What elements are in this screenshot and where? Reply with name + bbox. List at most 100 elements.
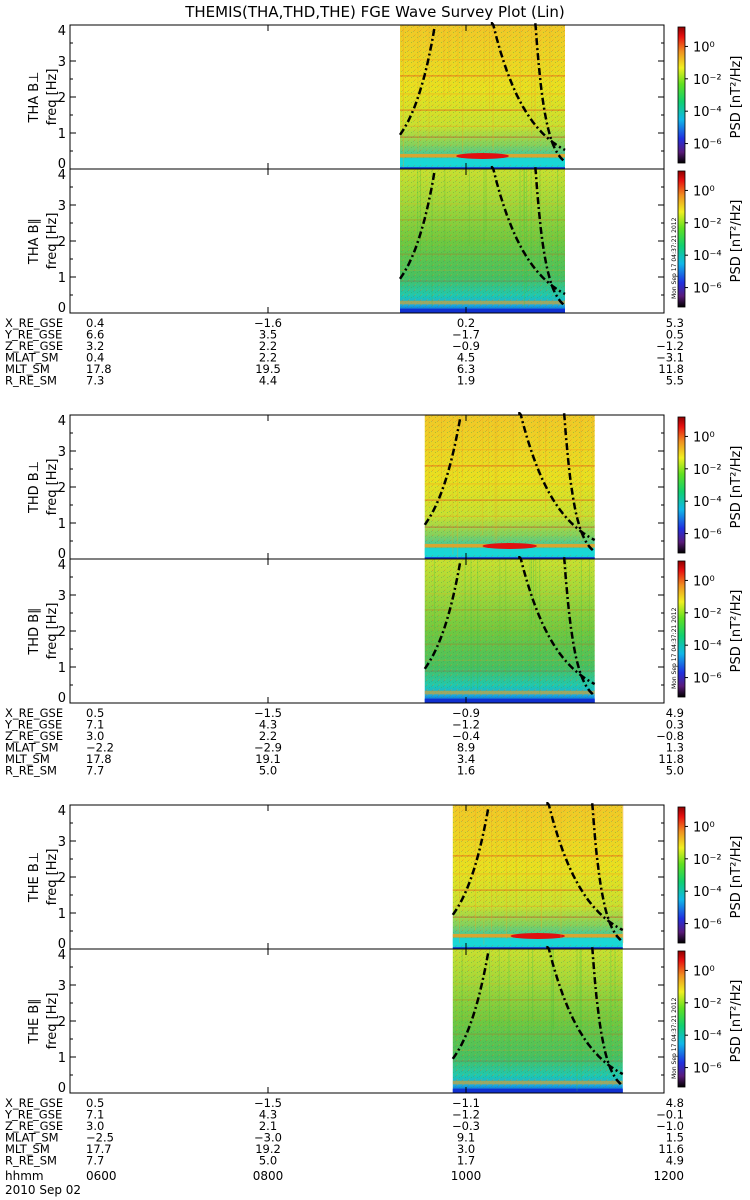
harmonic-line <box>452 1017 623 1019</box>
gyro-curve-outer <box>562 557 596 697</box>
harmonic-line <box>452 873 623 875</box>
timestamp-stamp: Mon Sep 17 04:37:21 2012 <box>671 997 678 1079</box>
harmonic-line <box>452 855 623 857</box>
spectral-streak <box>532 559 534 618</box>
spectral-streak <box>417 25 419 152</box>
harmonic-line <box>424 609 595 611</box>
spectral-streak <box>488 25 490 110</box>
panel-unit-label: freq [Hz] <box>45 459 60 516</box>
colorbar-scale <box>678 561 685 697</box>
ephemeris-value: 0.2 <box>457 316 475 330</box>
gyro-curve-left <box>398 170 436 280</box>
panel-ylabel: THE B∥ <box>27 998 42 1044</box>
harmonic-line <box>400 219 565 221</box>
harmonic-line <box>424 670 595 672</box>
y-tick-label: 4 <box>58 24 66 39</box>
harmonic-line <box>400 237 565 239</box>
y-tick-label: 0 <box>58 301 66 316</box>
ephemeris-value: −1.5 <box>254 1096 282 1110</box>
spectral-streak <box>579 949 581 1051</box>
ephemeris-value: 17.8 <box>86 362 112 376</box>
ephemeris-label: MLAT_SM <box>5 351 59 365</box>
y-tick-label: 0 <box>58 937 66 952</box>
spectral-streak <box>440 415 442 511</box>
harmonic-line <box>424 593 595 595</box>
spectral-streak <box>498 949 500 1026</box>
panel-ylabel: THA B⊥ <box>27 72 42 124</box>
y-tick-label: 4 <box>58 804 66 819</box>
harmonic-line <box>400 93 565 95</box>
colorbar-tick-label: 10⁻⁶ <box>693 1062 722 1077</box>
colorbar-tick-label: 10⁻⁴ <box>693 1029 722 1044</box>
ephemeris-label: Y_RE_GSE <box>4 1108 62 1122</box>
panel-ylabel: THE B⊥ <box>27 852 42 903</box>
noise-floor-band <box>452 947 623 949</box>
spectral-streak <box>538 415 540 484</box>
harmonic-line <box>400 136 565 138</box>
spectral-streak <box>592 415 594 516</box>
panel-unit-label: freq [Hz] <box>45 69 60 126</box>
spectral-streak <box>428 415 430 507</box>
colorbar-tick-label: 10⁰ <box>693 820 715 835</box>
harmonic-line <box>452 889 623 891</box>
panel-ylabel: THD B∥ <box>27 607 42 655</box>
colorbar-tick-label: 10⁻² <box>693 463 722 478</box>
noise-floor-band <box>424 698 595 703</box>
panel-the-perp: 0 1 2 3 4 THE B⊥ freq [Hz] <box>27 801 665 952</box>
ephemeris-value: 11.6 <box>658 1142 684 1156</box>
panel-unit-label: freq [Hz] <box>45 603 60 660</box>
colorbar-scale <box>678 807 685 943</box>
spectral-streak <box>483 169 485 244</box>
spectral-streak <box>431 169 433 307</box>
spectral-streak <box>462 25 464 154</box>
y-tick-label: 4 <box>58 414 66 429</box>
spectral-streak <box>483 805 485 945</box>
y-tick-label: 1 <box>58 517 66 532</box>
ephemeris-value: 4.8 <box>666 1096 684 1110</box>
ephemeris-value: 7.3 <box>86 374 104 388</box>
ephemeris-value: 1.3 <box>666 741 684 755</box>
colorbar: 10⁰ 10⁻² 10⁻⁴ 10⁻⁶ PSD [nT²/Hz] <box>677 26 744 164</box>
gyro-curve-outer <box>562 413 596 553</box>
colorbar-label: PSD [nT²/Hz] <box>729 590 744 673</box>
colorbar-scale <box>678 27 685 163</box>
low-freq-peak <box>510 933 565 940</box>
colorbar-tick-label: 10⁻⁴ <box>693 639 722 654</box>
spectral-streak <box>488 415 490 496</box>
ephemeris-value: −0.1 <box>656 1108 684 1122</box>
low-freq-band <box>400 300 565 305</box>
colorbar: 10⁰ 10⁻² 10⁻⁴ 10⁻⁶ PSD [nT²/Hz] Mon Sep 17 04… <box>671 950 744 1088</box>
ephemeris-value: 5.0 <box>666 764 684 778</box>
harmonic-line <box>424 515 595 517</box>
harmonic-line <box>400 125 565 127</box>
ephemeris-value: 3.4 <box>457 752 475 766</box>
colorbar: 10⁰ 10⁻² 10⁻⁴ 10⁻⁶ PSD [nT²/Hz] <box>677 416 744 554</box>
colorbar-tick-label: 10⁻² <box>693 73 722 88</box>
y-tick-label: 2 <box>58 91 66 106</box>
spectral-streak <box>614 949 616 1009</box>
colorbar-tick-label: 10⁰ <box>693 184 715 199</box>
panel-thd-perp: 0 1 2 3 4 THD B⊥ freq [Hz] <box>27 411 665 562</box>
ephemeris-value: 4.9 <box>666 1154 684 1168</box>
colorbar-scale <box>678 171 685 307</box>
ephemeris-value: 3.0 <box>86 1119 104 1133</box>
panel-unit-label: freq [Hz] <box>45 213 60 270</box>
ephemeris-value: −1.0 <box>656 1119 684 1133</box>
ephemeris-value: 19.2 <box>255 1142 281 1156</box>
spectral-streak <box>475 805 477 931</box>
colorbar-tick-label: 10⁰ <box>693 964 715 979</box>
colorbar-tick-label: 10⁻⁶ <box>693 528 722 543</box>
ephemeris-label: MLT_SM <box>5 362 50 376</box>
ephemeris-value: −3.0 <box>254 1131 282 1145</box>
ephemeris-value: 19.5 <box>255 362 281 376</box>
y-tick-label: 2 <box>58 235 66 250</box>
time-tick-label: 0600 <box>86 1169 117 1183</box>
ephemeris-label: Z_RE_GSE <box>5 339 63 353</box>
spectral-streak <box>428 25 430 139</box>
colorbar-tick-label: 10⁻² <box>693 217 722 232</box>
gyro-curve-left <box>423 416 462 526</box>
spectral-streak <box>519 169 521 261</box>
ephemeris-label: MLAT_SM <box>5 741 59 755</box>
spectral-streak <box>508 949 510 1072</box>
